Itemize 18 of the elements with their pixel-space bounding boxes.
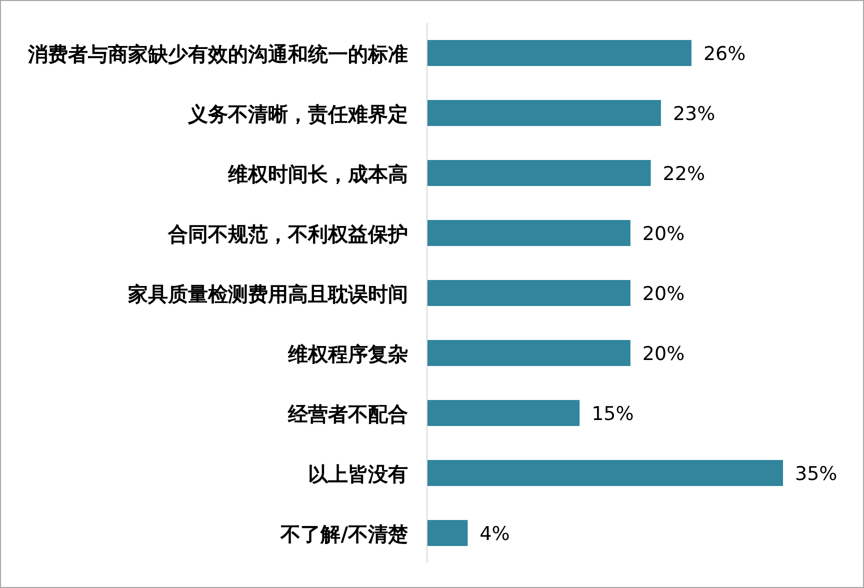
data-label: 22% xyxy=(662,163,706,185)
data-label: 20% xyxy=(642,343,685,365)
data-label: 23% xyxy=(672,103,716,125)
y-tick-label: 义务不清晰，责任难界定 xyxy=(187,102,408,126)
data-label: 35% xyxy=(795,463,838,485)
y-tick-label: 经营者不配合 xyxy=(287,402,408,426)
y-tick-label: 维权时间长，成本高 xyxy=(227,162,408,186)
y-tick-label: 维权程序复杂 xyxy=(287,342,408,366)
y-tick-label: 不了解/不清楚 xyxy=(280,522,409,546)
data-label: 4% xyxy=(480,523,510,545)
data-label: 20% xyxy=(642,283,685,305)
data-label: 20% xyxy=(642,223,685,245)
data-label: 15% xyxy=(592,403,634,425)
y-tick-label: 合同不规范，不利权益保护 xyxy=(167,222,408,246)
data-label: 26% xyxy=(703,43,746,65)
y-tick-label: 以上皆没有 xyxy=(308,462,408,486)
y-tick-label: 消费者与商家缺少有效的沟通和统一的标准 xyxy=(27,42,408,66)
y-tick-label: 家具质量检测费用高且耽误时间 xyxy=(127,282,408,306)
